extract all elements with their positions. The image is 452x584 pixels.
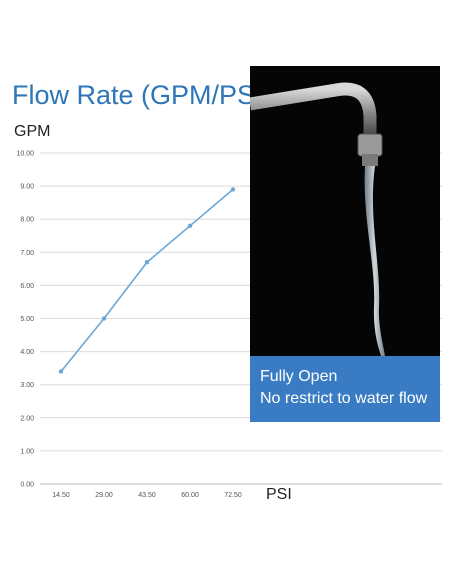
x-tick-label: 60.00 (181, 492, 199, 499)
data-point (187, 223, 193, 229)
y-tick-label: 0.00 (20, 482, 34, 489)
y-tick-label: 8.00 (20, 217, 34, 224)
y-tick-label: 1.00 (20, 448, 34, 455)
x-tick-label: 43.50 (138, 492, 156, 499)
data-point (58, 369, 64, 374)
y-tick-label: 5.00 (20, 316, 34, 323)
y-axis-label: GPM (14, 123, 51, 140)
chart-title: Flow Rate (GPM/PSI) (12, 80, 272, 110)
caption-line-1: Fully Open (260, 368, 338, 385)
y-tick-label: 7.00 (20, 250, 34, 257)
pipe-arm (250, 82, 377, 134)
y-tick-label: 2.00 (20, 415, 34, 422)
x-axis-label: PSI (266, 486, 292, 503)
x-tick-label: 29.00 (95, 492, 113, 499)
y-tick-label: 4.00 (20, 349, 34, 356)
pipe-nozzle (362, 154, 378, 166)
x-tick-label: 72.50 (224, 492, 242, 499)
data-point (230, 187, 236, 192)
y-tick-label: 9.00 (20, 184, 34, 191)
shower-arm-illustration (250, 82, 385, 356)
pipe-nut (357, 133, 383, 157)
water-stream (364, 166, 385, 356)
y-tick-label: 3.00 (20, 382, 34, 389)
series-line (60, 188, 234, 372)
shower-head-photo: Fully Open No restrict to water flow (250, 66, 440, 422)
data-point (101, 316, 107, 321)
data-point (144, 260, 150, 265)
x-tick-label: 14.50 (52, 492, 70, 499)
caption-line-2: No restrict to water flow (260, 390, 428, 407)
photo-caption: Fully Open No restrict to water flow (250, 356, 440, 422)
y-tick-label: 6.00 (20, 283, 34, 290)
y-tick-label: 10.00 (16, 151, 34, 158)
